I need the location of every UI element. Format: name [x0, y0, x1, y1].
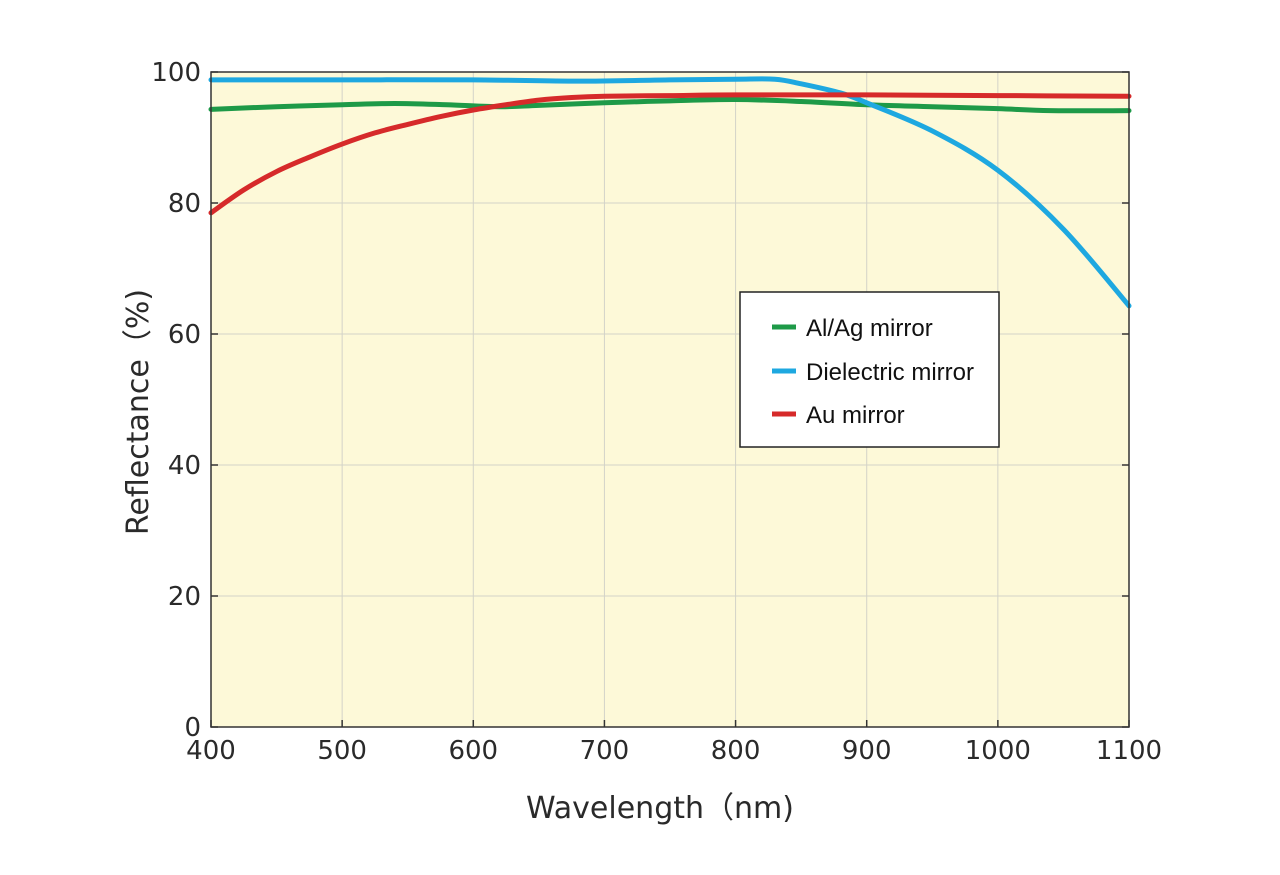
series-line-au	[208, 92, 1132, 216]
y-tick-label: 40	[168, 451, 201, 481]
y-axis-ticks: 0 20 40 60 80 100	[151, 58, 1129, 743]
plot-frame	[210, 71, 1130, 728]
x-tick-label: 400	[186, 736, 236, 766]
y-tick-label: 100	[151, 58, 201, 88]
x-tick-label: 700	[580, 736, 630, 766]
y-tick-label: 60	[168, 320, 201, 350]
series-line-al-ag	[208, 97, 1132, 114]
x-tick-label: 800	[711, 736, 761, 766]
y-tick-label: 20	[168, 582, 201, 612]
x-tick-label: 900	[842, 736, 892, 766]
x-tick-label: 600	[448, 736, 498, 766]
x-axis-ticks: 400 500 600 700 800 900 1000 1100	[186, 720, 1162, 766]
series-line-dielectric	[208, 76, 1132, 309]
y-tick-label: 0	[184, 713, 201, 743]
x-tick-label: 500	[317, 736, 367, 766]
legend: Al/Ag mirror Dielectric mirror Au mirror	[739, 291, 1000, 448]
data-series	[208, 76, 1132, 309]
y-axis-title: Reflectance（%)	[121, 289, 156, 535]
legend-label-dielectric: Dielectric mirror	[806, 359, 974, 386]
legend-label-au: Au mirror	[806, 402, 905, 429]
legend-label-al-ag: Al/Ag mirror	[806, 315, 933, 342]
x-axis-title: Wavelength（nm)	[526, 791, 794, 826]
x-tick-label: 1100	[1096, 736, 1162, 766]
y-tick-label: 80	[168, 189, 201, 219]
x-tick-label: 1000	[965, 736, 1031, 766]
